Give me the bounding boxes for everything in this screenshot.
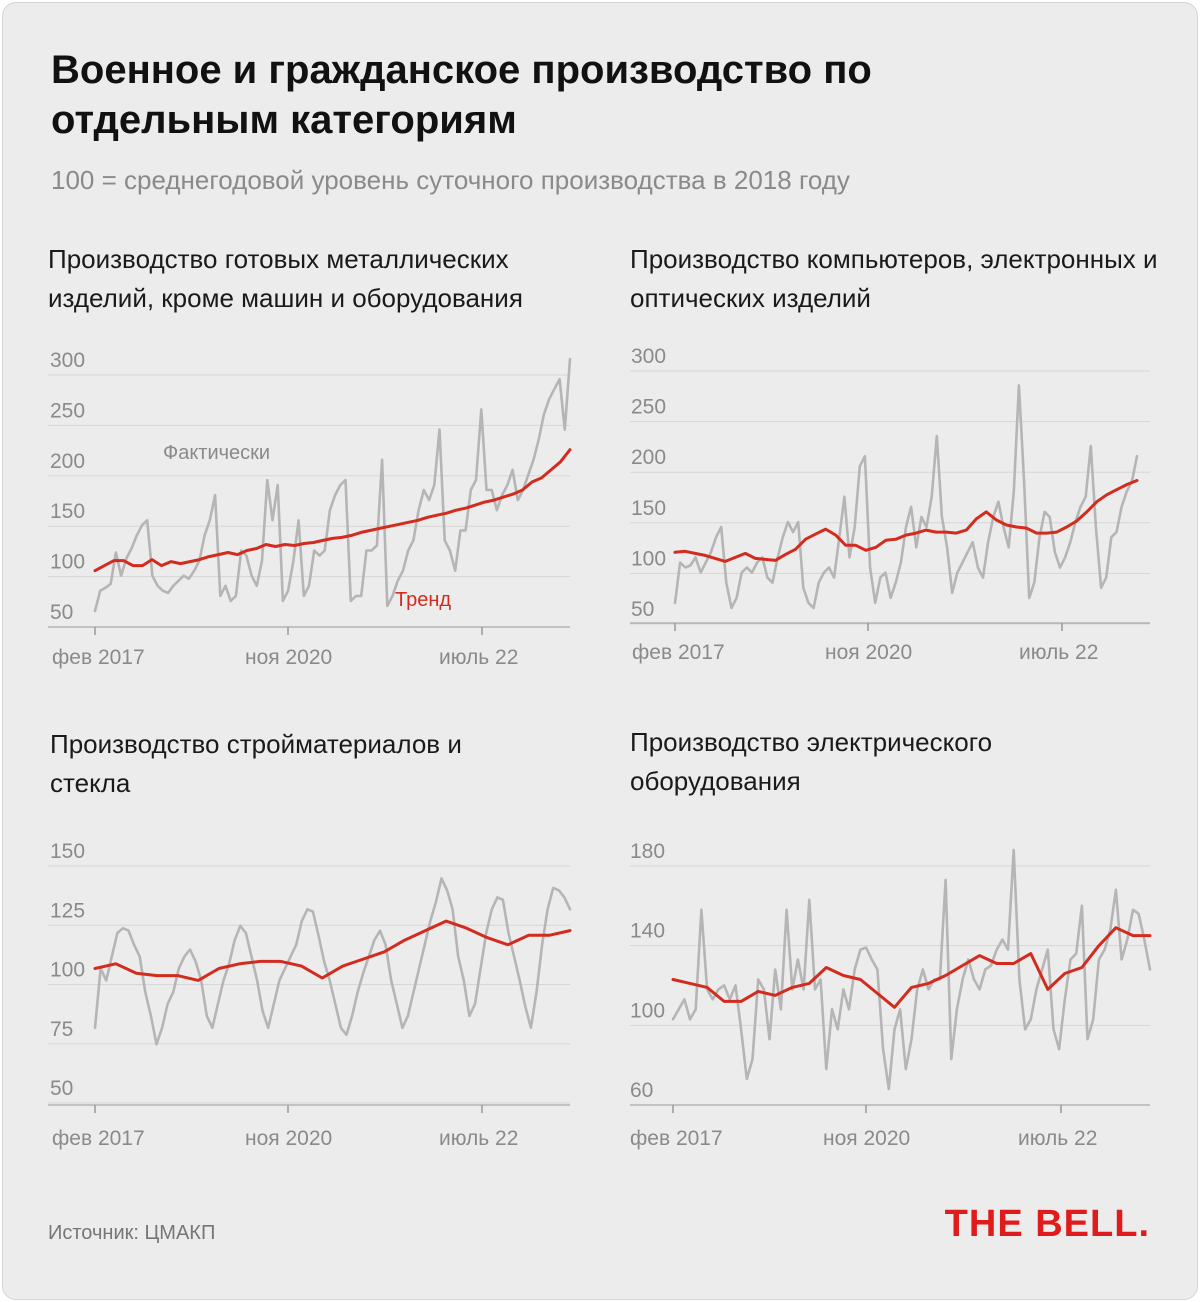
y-tick-label: 100: [631, 547, 666, 570]
x-tick-label: фев 2017: [52, 1127, 145, 1150]
x-tick-label: фев 2017: [630, 1127, 723, 1150]
y-tick-label: 250: [631, 396, 666, 419]
x-tick-label: ноя 2020: [245, 646, 332, 669]
y-tick-label: 180: [630, 840, 665, 863]
panel-title-building: Производство стройматериалов и стекла: [50, 729, 462, 798]
page-title: Военное и гражданское производство по от…: [51, 48, 872, 142]
y-tick-label: 125: [50, 899, 85, 922]
x-tick-label: фев 2017: [52, 646, 145, 669]
series-actual-line: [93, 877, 572, 1046]
annotation-actual: Фактически: [163, 442, 270, 464]
y-tick-label: 250: [50, 399, 85, 422]
x-tick-label: июль 22: [439, 646, 518, 669]
x-tick-label: ноя 2020: [245, 1127, 332, 1150]
y-tick-label: 140: [630, 920, 665, 943]
y-tick-label: 300: [631, 345, 666, 368]
x-tick-label: июль 22: [1018, 1127, 1097, 1150]
y-tick-label: 50: [50, 1077, 73, 1100]
series-trend-line: [671, 926, 1152, 1009]
annotation-trend: Тренд: [395, 589, 451, 611]
y-tick-label: 300: [50, 349, 85, 372]
series-trend-line: [673, 479, 1139, 563]
series-trend-line: [93, 448, 572, 573]
series-actual-line: [673, 384, 1139, 610]
x-tick-label: июль 22: [1019, 641, 1098, 664]
panel-title-metal: Производство готовых металлических издел…: [48, 244, 523, 313]
x-tick-label: ноя 2020: [823, 1127, 910, 1150]
panel-title-computers: Производство компьютеров, электронных и …: [630, 244, 1158, 313]
page-subtitle: 100 = среднегодовой уровень суточного пр…: [51, 165, 850, 195]
series-trend-line: [93, 919, 572, 982]
y-tick-label: 150: [50, 840, 85, 863]
the-bell-logo: THE BELL.: [944, 1203, 1150, 1245]
y-tick-label: 150: [631, 497, 666, 520]
x-tick-label: фев 2017: [632, 641, 725, 664]
y-tick-label: 100: [50, 551, 85, 574]
y-tick-label: 50: [631, 598, 654, 621]
y-tick-label: 60: [630, 1079, 653, 1102]
series-actual-line: [671, 848, 1152, 1091]
source-note: Источник: ЦМАКП: [48, 1222, 216, 1244]
series-actual-line: [93, 357, 572, 613]
x-tick-label: июль 22: [439, 1127, 518, 1150]
panel-title-electric: Производство электрического оборудования: [630, 727, 993, 796]
y-tick-label: 100: [50, 959, 85, 982]
y-tick-label: 50: [50, 601, 73, 624]
y-tick-label: 200: [50, 450, 85, 473]
y-tick-label: 200: [631, 446, 666, 469]
y-tick-label: 100: [630, 999, 665, 1022]
y-tick-label: 150: [50, 500, 85, 523]
x-tick-label: ноя 2020: [825, 641, 912, 664]
y-tick-label: 75: [50, 1018, 73, 1041]
